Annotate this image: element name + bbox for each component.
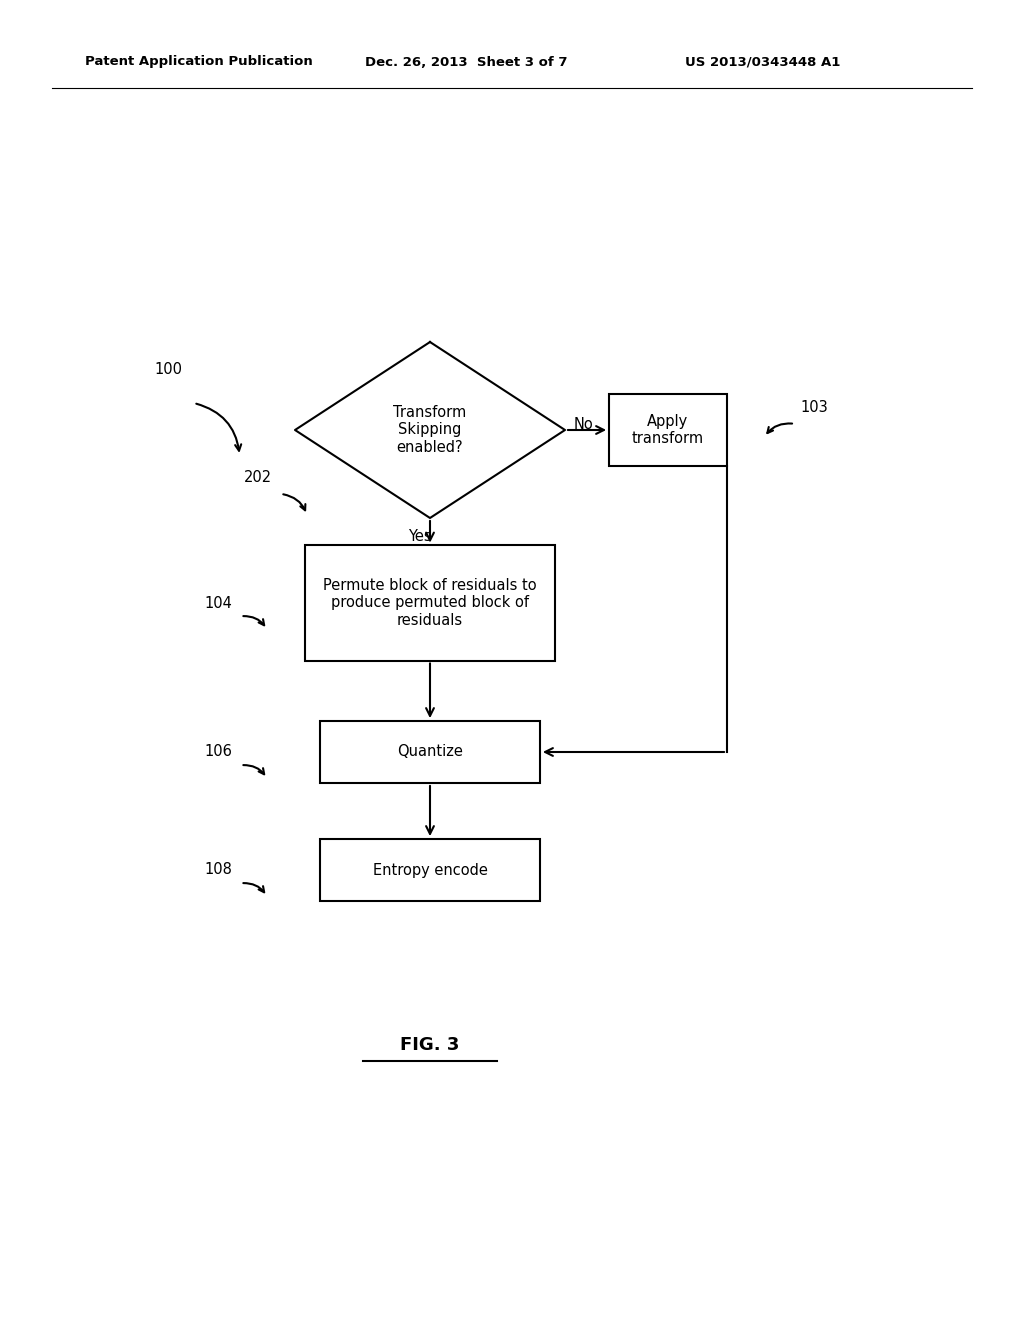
- Text: 104: 104: [204, 595, 232, 610]
- Text: Apply
transform: Apply transform: [632, 413, 705, 446]
- Text: 100: 100: [154, 363, 182, 378]
- FancyArrowPatch shape: [197, 404, 242, 450]
- Text: 108: 108: [204, 862, 232, 878]
- FancyArrowPatch shape: [244, 616, 264, 626]
- Text: Entropy encode: Entropy encode: [373, 862, 487, 878]
- Text: 106: 106: [204, 744, 232, 759]
- Text: No: No: [573, 417, 593, 432]
- FancyArrowPatch shape: [284, 494, 305, 511]
- Text: US 2013/0343448 A1: US 2013/0343448 A1: [685, 55, 841, 69]
- FancyBboxPatch shape: [319, 721, 540, 783]
- Text: Permute block of residuals to
produce permuted block of
residuals: Permute block of residuals to produce pe…: [324, 578, 537, 628]
- FancyBboxPatch shape: [609, 393, 727, 466]
- FancyBboxPatch shape: [319, 840, 540, 902]
- Text: Transform
Skipping
enabled?: Transform Skipping enabled?: [393, 405, 467, 455]
- Text: 103: 103: [800, 400, 827, 416]
- FancyBboxPatch shape: [305, 545, 555, 660]
- Text: Dec. 26, 2013  Sheet 3 of 7: Dec. 26, 2013 Sheet 3 of 7: [365, 55, 567, 69]
- FancyArrowPatch shape: [244, 883, 264, 892]
- Text: Yes: Yes: [408, 528, 431, 544]
- FancyArrowPatch shape: [244, 766, 264, 775]
- FancyArrowPatch shape: [767, 424, 793, 433]
- Text: Patent Application Publication: Patent Application Publication: [85, 55, 312, 69]
- Text: FIG. 3: FIG. 3: [400, 1036, 460, 1053]
- Text: Quantize: Quantize: [397, 744, 463, 759]
- Text: 202: 202: [244, 470, 272, 486]
